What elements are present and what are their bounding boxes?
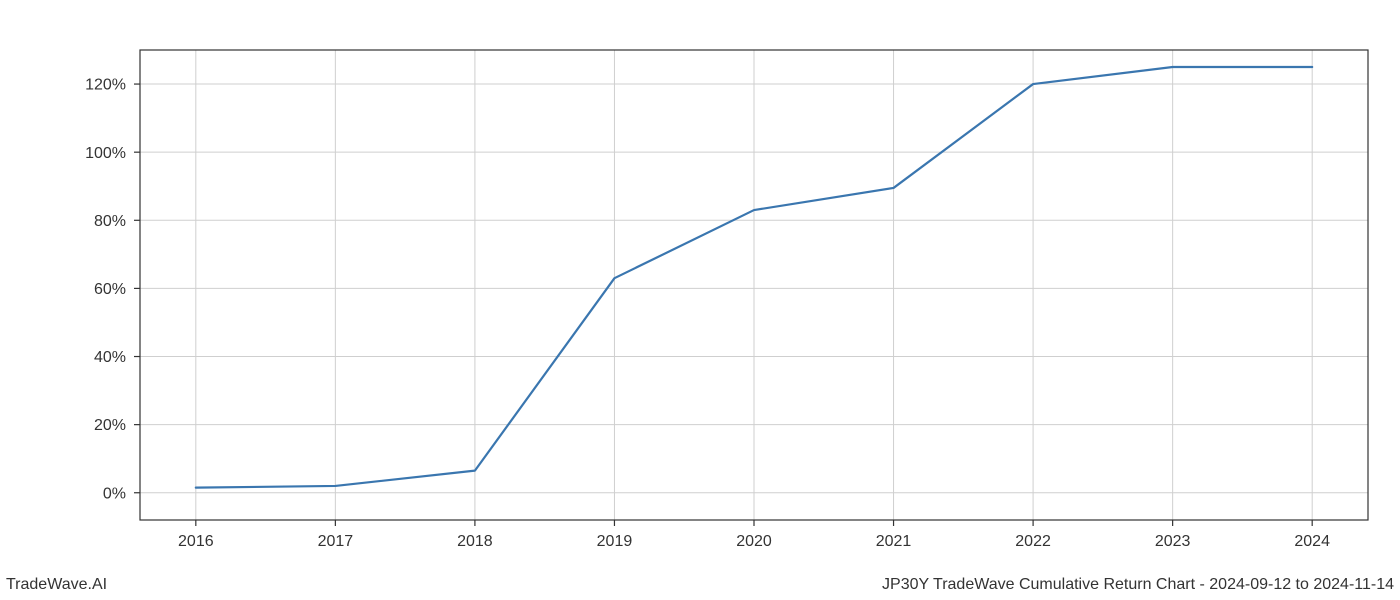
y-tick-label: 120% — [85, 77, 126, 94]
x-tick-label: 2022 — [1015, 533, 1051, 550]
footer-brand: TradeWave.AI — [6, 576, 107, 594]
x-tick-label: 2016 — [178, 533, 214, 550]
x-tick-label: 2024 — [1294, 533, 1330, 550]
footer-caption: JP30Y TradeWave Cumulative Return Chart … — [882, 576, 1394, 594]
x-tick-label: 2017 — [318, 533, 354, 550]
x-tick-label: 2020 — [736, 533, 772, 550]
y-tick-label: 0% — [103, 485, 126, 502]
y-tick-label: 60% — [94, 281, 126, 298]
x-tick-label: 2023 — [1155, 533, 1191, 550]
y-tick-label: 40% — [94, 349, 126, 366]
line-chart: 2016 2017 2018 2019 2020 2021 2022 2023 2024 0% 20… — [0, 0, 1400, 600]
x-tick-label: 2019 — [597, 533, 633, 550]
y-tick-label: 20% — [94, 417, 126, 434]
y-tick-label: 100% — [85, 145, 126, 162]
x-tick-label: 2018 — [457, 533, 493, 550]
x-tick-label: 2021 — [876, 533, 912, 550]
chart-container: 2016 2017 2018 2019 2020 2021 2022 2023 2024 0% 20… — [0, 0, 1400, 600]
y-tick-label: 80% — [94, 213, 126, 230]
